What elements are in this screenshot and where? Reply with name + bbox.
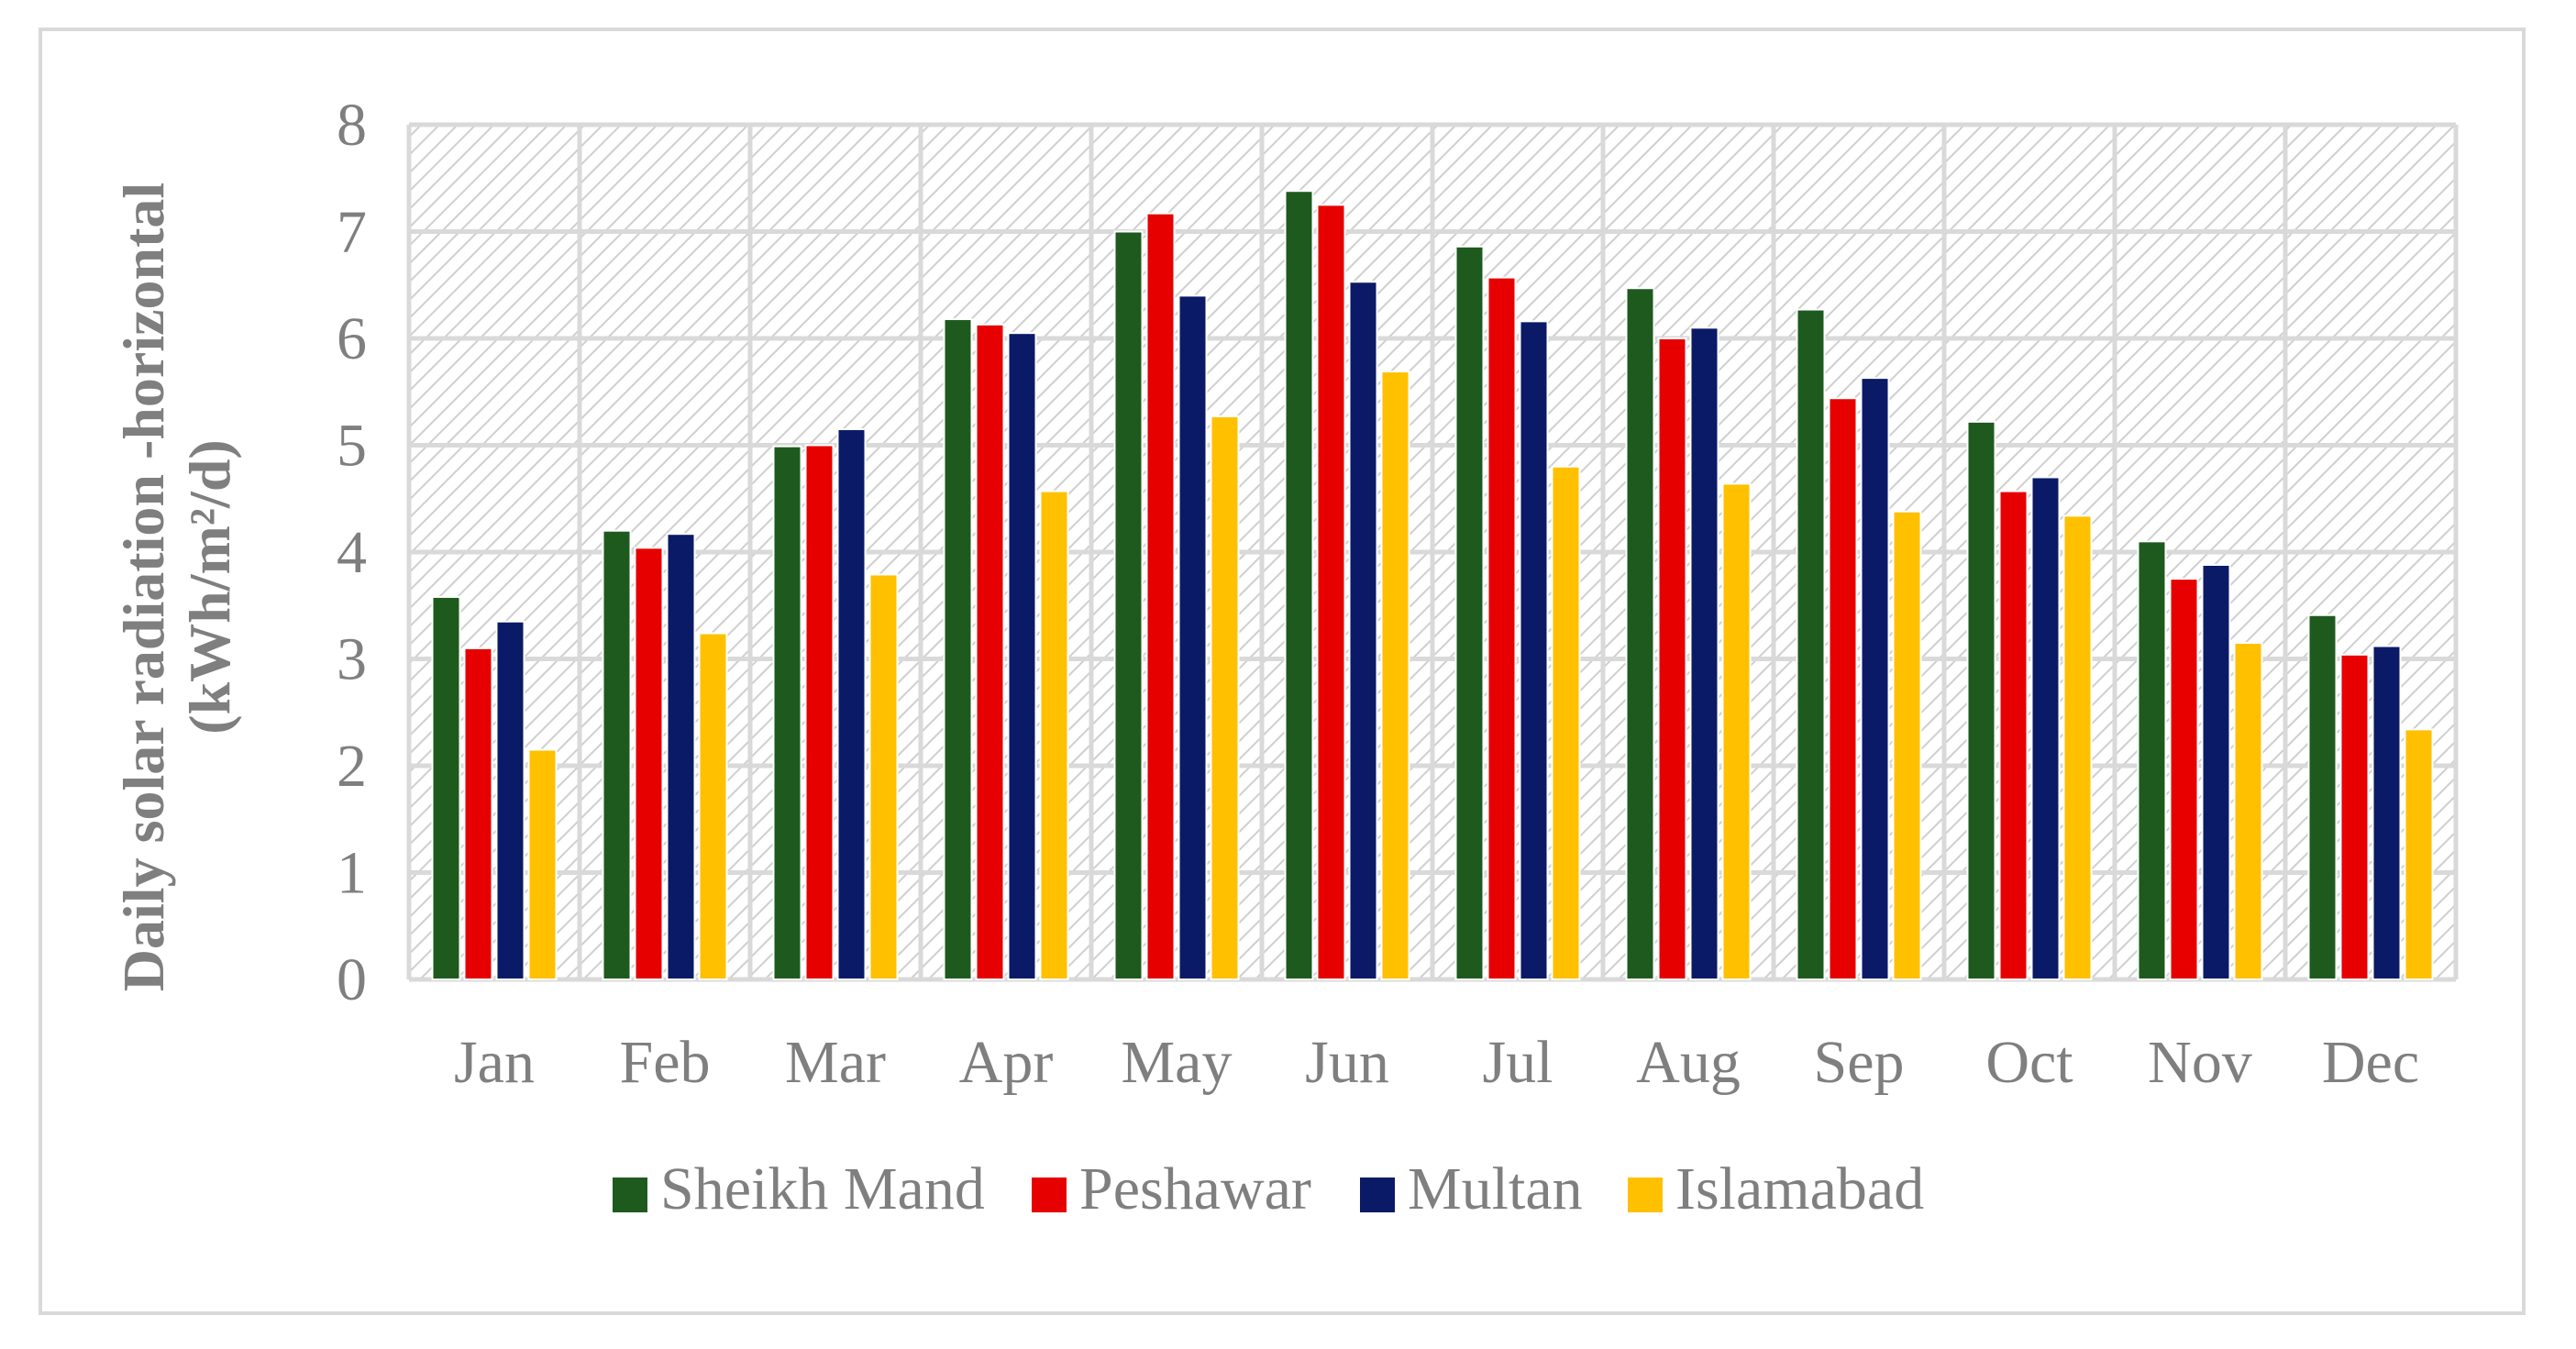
legend: Sheikh Mand Peshawar Multan Islamabad: [613, 1155, 1924, 1222]
x-tick-label: Aug: [1636, 1029, 1741, 1096]
x-axis-ticks: Jan Feb Mar Apr May Jun Jul Aug Sep Oct Nov Dec: [454, 1029, 2419, 1096]
x-tick-label: May: [1122, 1029, 1233, 1096]
bar-peshawar-dec: [2339, 653, 2370, 981]
bar-peshawar-oct: [1998, 490, 2029, 980]
bar-sheikh-mand-aug: [1625, 287, 1655, 980]
y-tick-label: 6: [337, 305, 367, 372]
y-tick-label: 3: [337, 626, 367, 693]
bar-peshawar-feb: [634, 547, 664, 981]
bar-islamabad-feb: [698, 632, 728, 980]
bar-multan-oct: [2030, 476, 2061, 980]
x-tick-label: Oct: [1985, 1029, 2073, 1096]
bar-peshawar-jul: [1487, 276, 1517, 981]
bar-peshawar-nov: [2169, 578, 2199, 980]
bar-sheikh-mand-feb: [602, 529, 632, 980]
bar-peshawar-sep: [1828, 397, 1858, 980]
bar-islamabad-nov: [2233, 642, 2263, 981]
legend-label: Peshawar: [1079, 1155, 1311, 1222]
bar-peshawar-mar: [804, 444, 835, 980]
bar-multan-jun: [1348, 281, 1378, 980]
x-tick-label: Sep: [1814, 1029, 1905, 1096]
bar-multan-apr: [1007, 332, 1037, 980]
x-tick-label: Nov: [2148, 1029, 2252, 1096]
bar-peshawar-may: [1145, 212, 1176, 980]
x-tick-label: Apr: [959, 1029, 1054, 1096]
y-tick-label: 7: [337, 199, 367, 266]
bar-multan-sep: [1860, 377, 1890, 981]
x-tick-label: Feb: [620, 1029, 711, 1096]
y-tick-label: 8: [337, 92, 367, 159]
bar-sheikh-mand-nov: [2137, 540, 2167, 980]
x-tick-label: Jun: [1305, 1029, 1389, 1096]
y-tick-label: 0: [337, 946, 367, 1013]
legend-label: Islamabad: [1675, 1155, 1924, 1222]
y-tick-label: 2: [337, 733, 367, 800]
bar-sheikh-mand-apr: [943, 318, 973, 980]
bar-sheikh-mand-jun: [1284, 190, 1314, 981]
bar-multan-may: [1177, 294, 1208, 980]
y-axis-ticks: 0 1 2 3 4 5 6 7 8: [337, 92, 367, 1013]
y-axis-label-line1: Daily solar radiation -horizontal: [111, 182, 176, 991]
bars: [431, 190, 2434, 981]
x-tick-label: Jul: [1482, 1029, 1553, 1096]
bar-peshawar-jan: [463, 647, 493, 980]
bar-multan-mar: [836, 428, 867, 980]
bar-peshawar-jun: [1316, 204, 1346, 980]
bar-islamabad-dec: [2404, 728, 2434, 980]
y-tick-label: 1: [337, 840, 367, 907]
bar-peshawar-aug: [1657, 337, 1687, 980]
bar-islamabad-apr: [1039, 490, 1069, 980]
bar-peshawar-apr: [975, 323, 1005, 981]
y-axis-label-line2: (kWh/m²/d): [177, 439, 242, 734]
bar-islamabad-jun: [1380, 370, 1410, 980]
x-tick-label: Mar: [785, 1029, 886, 1096]
bar-sheikh-mand-dec: [2307, 614, 2338, 980]
bar-islamabad-jul: [1551, 465, 1581, 980]
bar-islamabad-jan: [527, 748, 558, 981]
bar-sheikh-mand-sep: [1796, 308, 1826, 981]
bar-sheikh-mand-jul: [1454, 245, 1485, 980]
y-tick-label: 5: [337, 413, 367, 480]
legend-label: Multan: [1408, 1155, 1583, 1222]
bar-islamabad-may: [1210, 415, 1240, 981]
bar-sheikh-mand-jan: [431, 595, 461, 980]
x-tick-label: Jan: [454, 1029, 535, 1096]
legend-swatch: [1360, 1178, 1395, 1212]
legend-label: Sheikh Mand: [660, 1155, 985, 1222]
bar-multan-jan: [495, 620, 525, 980]
bar-islamabad-sep: [1892, 510, 1922, 980]
bar-islamabad-oct: [2062, 514, 2093, 980]
bar-islamabad-aug: [1721, 482, 1752, 980]
legend-swatch: [613, 1178, 647, 1212]
bar-sheikh-mand-oct: [1966, 420, 1996, 980]
bar-sheikh-mand-mar: [772, 445, 802, 981]
x-tick-label: Dec: [2322, 1029, 2419, 1096]
bar-multan-nov: [2201, 563, 2231, 980]
bar-multan-jul: [1519, 320, 1549, 980]
gridlines: [406, 122, 2459, 982]
bar-islamabad-mar: [868, 573, 899, 981]
y-axis-label: Daily solar radiation -horizontal (kWh/m…: [111, 182, 242, 991]
legend-swatch: [1032, 1178, 1067, 1212]
legend-swatch: [1628, 1178, 1663, 1212]
bar-multan-feb: [666, 533, 696, 980]
bar-multan-aug: [1689, 326, 1719, 981]
y-tick-label: 4: [337, 519, 367, 586]
bar-multan-dec: [2371, 645, 2402, 981]
bar-sheikh-mand-may: [1113, 230, 1144, 980]
